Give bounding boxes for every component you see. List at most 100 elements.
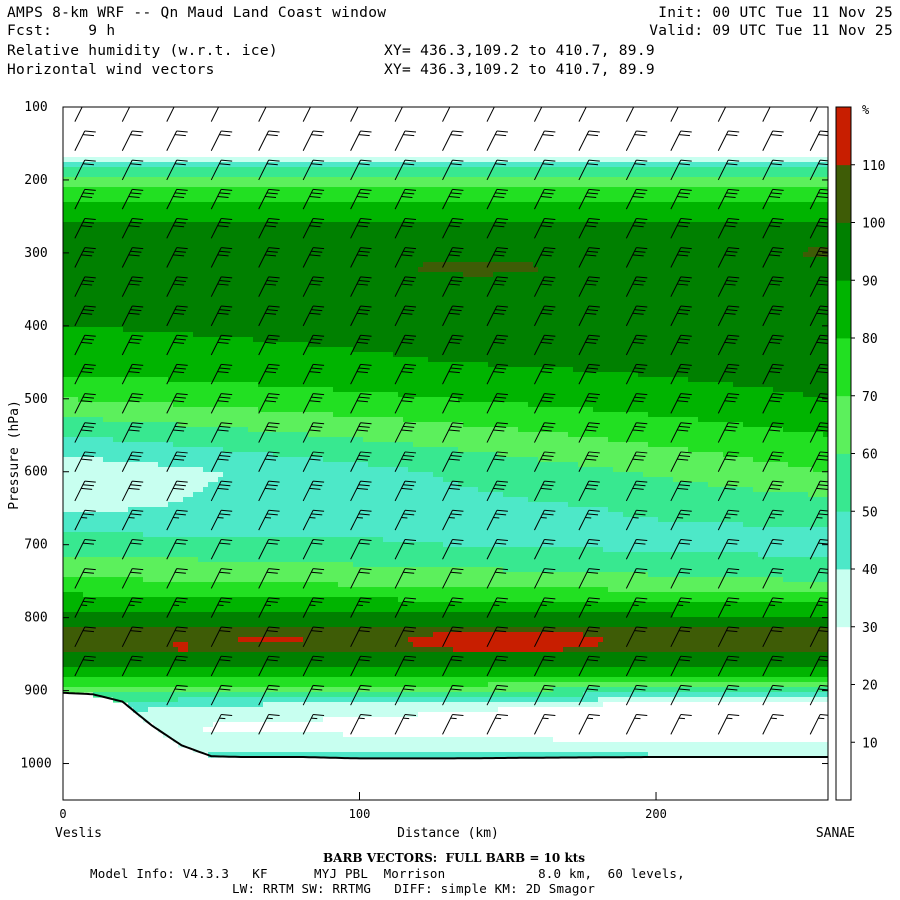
rh-cell-3649 bbox=[713, 222, 719, 228]
rh-cell-1463 bbox=[493, 152, 499, 158]
rh-cell-4230 bbox=[558, 242, 564, 248]
rh-cell-4309 bbox=[188, 247, 194, 253]
rh-cell-2220 bbox=[453, 177, 459, 183]
rh-cell-282 bbox=[708, 112, 714, 118]
rh-cell-1 bbox=[68, 107, 74, 113]
rh-cell-106 bbox=[593, 107, 599, 113]
rh-cell-4863 bbox=[663, 262, 669, 268]
rh-cell-1227 bbox=[78, 147, 84, 153]
rh-cell-960 bbox=[273, 137, 279, 143]
rh-cell-3738 bbox=[393, 227, 399, 233]
rh-cell-737 bbox=[688, 127, 694, 133]
rh-cell-2750 bbox=[808, 192, 814, 198]
rh-cell-2216 bbox=[433, 177, 439, 183]
rh-cell-212 bbox=[358, 112, 364, 118]
rh-cell-1963 bbox=[698, 167, 704, 173]
rh-cell-2420 bbox=[688, 182, 694, 188]
rh-cell-1634 bbox=[583, 157, 589, 163]
rh-cell-1274 bbox=[313, 147, 319, 153]
rh-cell-2565 bbox=[648, 187, 654, 193]
rh-cell-2700 bbox=[558, 192, 564, 198]
rh-cell-315 bbox=[108, 117, 114, 123]
rh-cell-2385 bbox=[513, 182, 519, 188]
rh-cell-4475 bbox=[253, 252, 259, 258]
rh-cell-3877 bbox=[323, 232, 329, 238]
rh-cell-3357 bbox=[783, 212, 789, 218]
rh-cell-2026 bbox=[248, 172, 254, 178]
rh-cell-4518 bbox=[468, 252, 474, 258]
rh-cell-1657 bbox=[698, 157, 704, 163]
rh-cell-2125 bbox=[743, 172, 749, 178]
rh-cell-3152 bbox=[523, 207, 529, 213]
rh-cell-1852 bbox=[143, 167, 149, 173]
rh-cell-619 bbox=[98, 127, 104, 133]
rh-cell-4900 bbox=[83, 267, 89, 273]
rh-cell-2413 bbox=[653, 182, 659, 188]
rh-cell-2461 bbox=[128, 187, 134, 193]
rh-cell-4659 bbox=[408, 257, 414, 263]
rh-cell-2077 bbox=[503, 172, 509, 178]
rh-cell-3776 bbox=[583, 227, 589, 233]
rh-cell-2466 bbox=[153, 187, 159, 193]
rh-cell-3551 bbox=[223, 222, 229, 228]
rh-cell-396 bbox=[513, 117, 519, 123]
rh-cell-749 bbox=[748, 127, 754, 133]
rh-cell-4562 bbox=[688, 252, 694, 258]
rh-cell-18 bbox=[153, 107, 159, 113]
rh-cell-816 bbox=[318, 132, 324, 138]
rh-cell-4756 bbox=[128, 262, 134, 268]
rh-cell-4406 bbox=[673, 247, 679, 253]
rh-cell-3453 bbox=[498, 217, 504, 223]
rh-cell-2839 bbox=[488, 197, 494, 203]
rh-cell-2013 bbox=[183, 172, 189, 178]
rh-cell-3085 bbox=[188, 207, 194, 213]
rh-cell-1537 bbox=[98, 157, 104, 163]
rh-cell-4579 bbox=[773, 252, 779, 258]
rh-cell-1895 bbox=[358, 167, 364, 173]
rh-cell-3766 bbox=[533, 227, 539, 233]
rh-cell-2542 bbox=[533, 187, 539, 193]
rh-cell-3989 bbox=[118, 237, 124, 243]
rh-cell-1434 bbox=[348, 152, 354, 158]
rh-cell-3865 bbox=[263, 232, 269, 238]
rh-cell-3506 bbox=[763, 217, 769, 223]
rh-cell-3922 bbox=[548, 232, 554, 238]
rh-cell-1696 bbox=[128, 162, 134, 168]
rh-cell-4231 bbox=[563, 242, 569, 248]
rh-cell-2970 bbox=[378, 202, 384, 208]
rh-cell-3678 bbox=[93, 227, 99, 233]
rh-cell-2200 bbox=[353, 177, 359, 183]
rh-cell-4631 bbox=[268, 257, 274, 263]
rh-cell-2956 bbox=[308, 202, 314, 208]
rh-cell-3139 bbox=[458, 207, 464, 213]
rh-cell-1784 bbox=[568, 162, 574, 168]
rh-cell-3021 bbox=[633, 202, 639, 208]
rh-cell-3019 bbox=[623, 202, 629, 208]
rh-cell-2096 bbox=[598, 172, 604, 178]
rh-cell-3260 bbox=[298, 212, 304, 218]
rh-cell-3588 bbox=[408, 222, 414, 228]
rh-cell-1483 bbox=[593, 152, 599, 158]
rh-cell-2213 bbox=[418, 177, 424, 183]
rh-cell-3343 bbox=[713, 212, 719, 218]
rh-cell-1101 bbox=[213, 142, 219, 148]
rh-cell-4529 bbox=[523, 252, 529, 258]
rh-cell-1291 bbox=[398, 147, 404, 153]
rh-cell-3575 bbox=[343, 222, 349, 228]
rh-cell-3965 bbox=[763, 232, 769, 238]
rh-cell-3589 bbox=[413, 222, 419, 228]
rh-cell-3204 bbox=[783, 207, 789, 213]
rh-cell-4572 bbox=[738, 252, 744, 258]
rh-cell-2061 bbox=[423, 172, 429, 178]
rh-cell-52 bbox=[323, 107, 329, 113]
rh-cell-2478 bbox=[213, 187, 219, 193]
rh-cell-3168 bbox=[603, 207, 609, 213]
rh-cell-4983 bbox=[498, 267, 504, 273]
rh-cell-2298 bbox=[78, 182, 84, 188]
rh-cell-4499 bbox=[373, 252, 379, 258]
rh-cell-4114 bbox=[743, 237, 749, 243]
rh-cell-4412 bbox=[703, 247, 709, 253]
rh-cell-1891 bbox=[338, 167, 344, 173]
rh-cell-2770 bbox=[143, 197, 149, 203]
rh-cell-174 bbox=[168, 112, 174, 118]
